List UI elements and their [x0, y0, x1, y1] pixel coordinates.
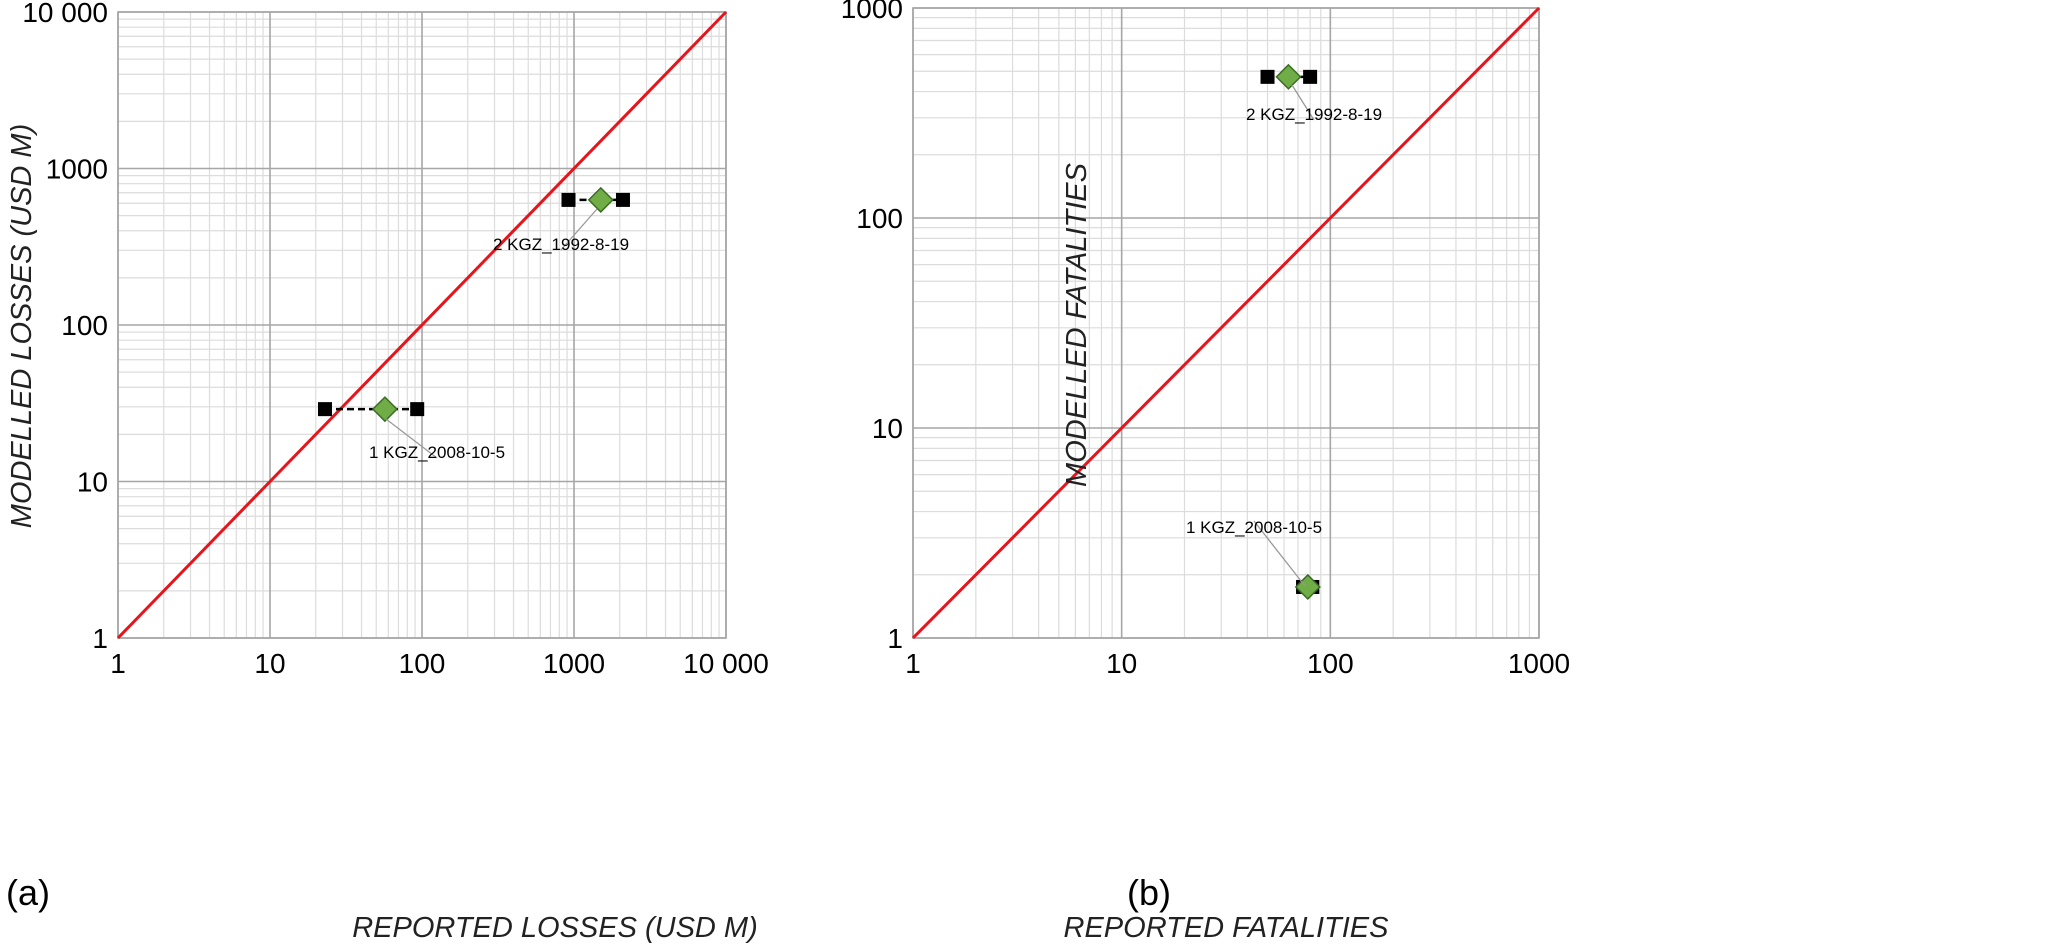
range-min-marker	[561, 192, 576, 207]
range-min-marker	[317, 402, 332, 417]
y-tick-label: 1	[92, 623, 108, 654]
data-point-label: 1 KGZ_2008-10-5	[1186, 518, 1322, 537]
data-point-marker	[1275, 63, 1302, 90]
range-max-marker	[410, 402, 425, 417]
panel-a-major-grid	[117, 11, 727, 639]
panel-a-markers: 1 KGZ_2008-10-5 2 KGZ_1992-8-19	[369, 186, 629, 462]
panel-b-reference-line	[911, 6, 1541, 640]
panel-a-losses-chart: 1 KGZ_2008-10-5 2 KGZ_1992-8-19 1 10 100 100…	[6, 0, 769, 944]
x-tick-label: 10	[1106, 648, 1137, 679]
plot-frame	[117, 11, 727, 639]
range-max-marker	[1303, 69, 1318, 84]
x-tick-label: 100	[399, 648, 446, 679]
y-tick-label: 1000	[46, 154, 108, 185]
data-point-marker	[371, 396, 398, 423]
y-tick-label: 100	[856, 203, 903, 234]
plot-frame	[912, 7, 1540, 639]
y-tick-label: 10 000	[22, 0, 108, 28]
panel-a-reference-line	[116, 10, 728, 640]
one-to-one-line	[116, 10, 728, 640]
data-point-label: 2 KGZ_1992-8-19	[493, 235, 629, 254]
panel-b-x-axis-title: REPORTED FATALITIES	[1064, 912, 1390, 944]
x-tick-label: 10 000	[683, 648, 769, 679]
panel-b-y-axis-title: MODELLED FATALITIES	[1061, 162, 1093, 487]
x-tick-label: 1	[110, 648, 126, 679]
panel-a-label: (a)	[6, 872, 50, 913]
y-tick-label: 10	[872, 413, 903, 444]
panel-a-x-axis-title: REPORTED LOSSES (USD M)	[352, 912, 758, 944]
y-tick-label: 10	[77, 467, 108, 498]
panel-a-y-tick-labels: 1 10 100 1000 10 000	[22, 0, 108, 654]
panel-b-y-tick-labels: 1 10 100 1000	[841, 0, 903, 654]
panel-b-fatalities-chart: 1 KGZ_2008-10-5 2 KGZ_1992-8-19 1 10 100 100…	[841, 0, 1570, 944]
range-min-marker	[1260, 69, 1275, 84]
data-point-marker	[587, 186, 614, 213]
y-tick-label: 1	[887, 623, 903, 654]
panel-b-major-grid	[912, 7, 1540, 639]
x-tick-label: 10	[254, 648, 285, 679]
data-point-label: 2 KGZ_1992-8-19	[1246, 105, 1382, 124]
y-tick-label: 100	[61, 310, 108, 341]
panel-a-range-bars	[317, 192, 630, 417]
data-point-label: 1 KGZ_2008-10-5	[369, 443, 505, 462]
panel-a-y-axis-title: MODELLED LOSSES (USD M)	[6, 124, 38, 528]
x-tick-label: 1	[905, 648, 921, 679]
range-max-marker	[615, 192, 630, 207]
panel-b-x-tick-labels: 1 10 100 1000	[905, 648, 1570, 679]
annotation-leader-line	[560, 208, 598, 251]
panel-b-label: (b)	[1127, 872, 1171, 913]
x-tick-label: 1000	[543, 648, 605, 679]
x-tick-label: 1000	[1508, 648, 1570, 679]
annotation-leader-line	[1253, 520, 1306, 587]
annotation-leader-line	[1291, 84, 1315, 121]
y-tick-label: 1000	[841, 0, 903, 24]
panel-b-minor-grid	[913, 8, 1539, 638]
x-tick-label: 100	[1307, 648, 1354, 679]
panel-b-markers: 1 KGZ_2008-10-5 2 KGZ_1992-8-19	[1186, 63, 1382, 601]
panel-a-x-tick-labels: 1 10 100 1000 10 000	[110, 648, 769, 679]
annotation-leader-line	[385, 418, 438, 459]
one-to-one-line	[911, 6, 1541, 640]
